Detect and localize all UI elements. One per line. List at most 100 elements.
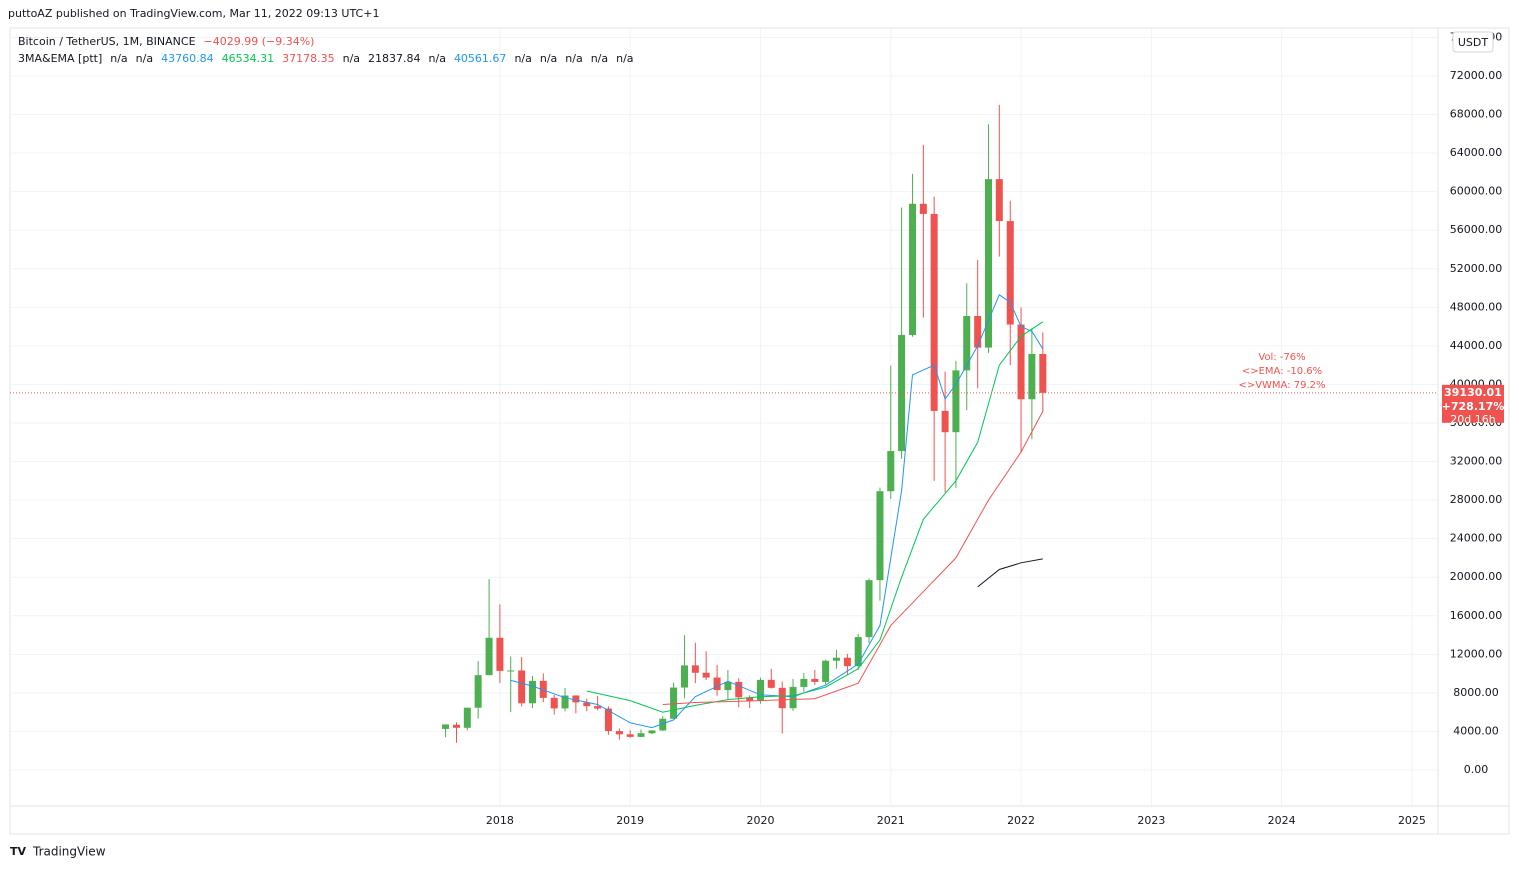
candle-body xyxy=(941,410,949,433)
y-tick-label: 68000.00 xyxy=(1450,108,1503,121)
candle-body xyxy=(724,681,732,691)
x-tick-label: 2020 xyxy=(746,814,774,827)
candle-body xyxy=(778,687,786,709)
header: puttoAZ published on TradingView.com, Ma… xyxy=(8,7,379,20)
candle-body xyxy=(887,451,895,492)
candle-body xyxy=(1017,324,1025,400)
candle-body xyxy=(615,731,623,735)
y-tick-label: 8000.00 xyxy=(1453,686,1499,699)
candle-body xyxy=(463,707,471,728)
candle-body xyxy=(539,680,547,698)
indicator-value: 40561.67 xyxy=(454,52,507,65)
indicator-value: 37178.35 xyxy=(282,52,335,65)
candle-body xyxy=(507,670,515,672)
candle-body xyxy=(995,179,1003,222)
candle-body xyxy=(735,681,743,698)
candle-body xyxy=(746,697,754,701)
candle-body xyxy=(442,724,450,729)
candle-body xyxy=(659,718,667,731)
candle-body xyxy=(800,678,808,687)
annotation: <>VWMA: 79.2% xyxy=(1238,380,1325,391)
currency[interactable]: USDT xyxy=(1458,36,1489,49)
candle-body xyxy=(474,675,482,708)
candle-body xyxy=(604,708,612,732)
indicator-value: n/a xyxy=(616,52,633,65)
indicator-value: n/a xyxy=(136,52,153,65)
y-tick-label: 48000.00 xyxy=(1450,300,1503,313)
indicator-value: 46534.31 xyxy=(222,52,275,65)
candle-body xyxy=(767,679,775,688)
candle-body xyxy=(518,670,526,704)
candle-body xyxy=(453,724,461,728)
indicator-value: n/a xyxy=(429,52,446,65)
candle-body xyxy=(756,679,764,701)
logo-mark: 𝗧𝗩 xyxy=(10,845,27,858)
countdown-label: 20d 16h xyxy=(1450,413,1495,426)
candle-body xyxy=(811,678,819,682)
indicator-value: n/a xyxy=(343,52,360,65)
last-price-label: 39130.01 xyxy=(1444,386,1502,399)
candle-body xyxy=(919,203,927,214)
candle-body xyxy=(626,734,634,737)
change: −4029.99 (−9.34%) xyxy=(204,35,315,48)
candle-body xyxy=(1028,353,1036,400)
y-tick-label: 64000.00 xyxy=(1450,146,1503,159)
x-tick-label: 2023 xyxy=(1137,814,1165,827)
annotation: Vol: -76% xyxy=(1258,352,1305,363)
candle-body xyxy=(865,580,873,638)
candle-body xyxy=(789,686,797,709)
indicator-value: n/a xyxy=(565,52,582,65)
x-tick-label: 2025 xyxy=(1398,814,1426,827)
indicator-value: 43760.84 xyxy=(161,52,214,65)
last-change-label: +728.17% xyxy=(1442,400,1505,413)
indicator-line xyxy=(977,558,1043,588)
candle-body xyxy=(702,672,710,678)
candle-body xyxy=(691,665,699,673)
last-price-box xyxy=(1442,384,1504,423)
candle-body xyxy=(528,680,536,704)
y-tick-label: 52000.00 xyxy=(1450,262,1503,275)
candle-body xyxy=(572,695,580,703)
candle-body xyxy=(1006,221,1014,325)
indicator-line xyxy=(586,321,1044,713)
y-tick-label: 72000.00 xyxy=(1450,69,1503,82)
x-tick-label: 2021 xyxy=(877,814,905,827)
candle-body xyxy=(561,695,569,709)
candle-body xyxy=(670,687,678,719)
frame xyxy=(9,27,1510,835)
candle-body xyxy=(832,657,840,661)
indicator-value: n/a xyxy=(540,52,557,65)
y-tick-label: 60000.00 xyxy=(1450,185,1503,198)
y-tick-label: 4000.00 xyxy=(1453,724,1499,737)
candle-body xyxy=(822,660,830,682)
x-tick-label: 2022 xyxy=(1007,814,1035,827)
y-tick-label: 0.00 xyxy=(1464,763,1489,776)
annotation: <>EMA: -10.6% xyxy=(1242,366,1322,377)
candle-body xyxy=(550,697,558,709)
indicator-value: n/a xyxy=(591,52,608,65)
x-tick-label: 2024 xyxy=(1268,814,1296,827)
candle-body xyxy=(496,637,504,671)
currency-button[interactable] xyxy=(1452,31,1494,53)
y-tick-label: 44000.00 xyxy=(1450,339,1503,352)
candle-body xyxy=(984,179,992,348)
indicator-value: n/a xyxy=(514,52,531,65)
y-tick-label: 24000.00 xyxy=(1450,532,1503,545)
footer: TradingView xyxy=(32,845,106,859)
indicator-value: n/a xyxy=(110,52,127,65)
candle-body xyxy=(485,637,493,676)
y-tick-label: 28000.00 xyxy=(1450,493,1503,506)
candle-body xyxy=(963,316,971,371)
candle-body xyxy=(583,702,591,707)
indicator-line xyxy=(662,411,1044,705)
y-tick-label: 16000.00 xyxy=(1450,609,1503,622)
candle-body xyxy=(713,677,721,691)
candle-body xyxy=(909,203,917,335)
candle-body xyxy=(637,733,645,737)
candle-body xyxy=(974,316,982,348)
candle-body xyxy=(876,491,884,581)
y-tick-label: 32000.00 xyxy=(1450,455,1503,468)
indicator-value: 21837.84 xyxy=(368,52,421,65)
y-tick-label: 12000.00 xyxy=(1450,647,1503,660)
